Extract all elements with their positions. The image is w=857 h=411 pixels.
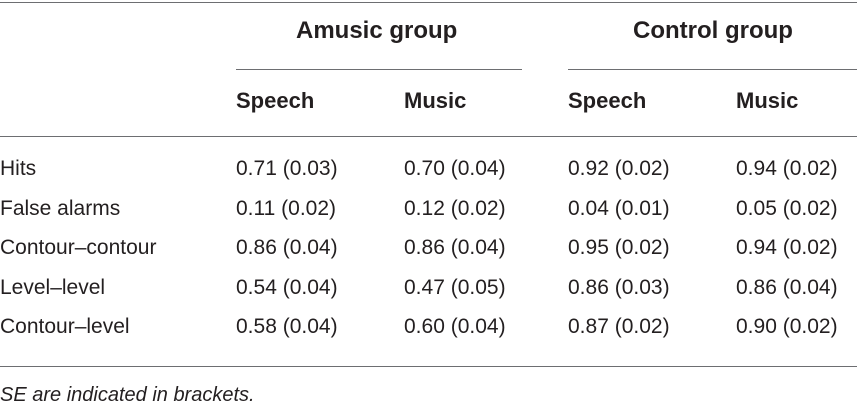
table-cell: 0.12 (0.02) xyxy=(404,197,506,220)
amusic-speech-header: Speech xyxy=(236,88,315,113)
table-cell: 0.86 (0.04) xyxy=(736,276,838,299)
table-cell: 0.90 (0.02) xyxy=(736,315,838,338)
row-label-level-level: Level–level xyxy=(0,276,106,299)
row-label-contour-level: Contour–level xyxy=(0,315,130,338)
row-label-contour-contour: Contour–contour xyxy=(0,236,157,259)
table-cell: 0.70 (0.04) xyxy=(404,157,506,180)
table-cell: 0.54 (0.04) xyxy=(236,276,338,299)
table-cell: 0.86 (0.04) xyxy=(404,236,506,259)
control-speech-header: Speech xyxy=(568,88,647,113)
table-cell: 0.04 (0.01) xyxy=(568,197,670,220)
table-footnote: SE are indicated in brackets. xyxy=(0,384,255,406)
row-label-hits: Hits xyxy=(0,157,37,180)
table-cell: 0.94 (0.02) xyxy=(736,157,838,180)
amusic-group-rule xyxy=(236,69,522,70)
amusic-music-header: Music xyxy=(404,88,467,113)
table-top-rule xyxy=(0,2,857,3)
table-cell: 0.60 (0.04) xyxy=(404,315,506,338)
header-bottom-rule xyxy=(0,136,857,137)
table-cell: 0.05 (0.02) xyxy=(736,197,838,220)
row-label-false-alarms: False alarms xyxy=(0,197,121,220)
table-cell: 0.71 (0.03) xyxy=(236,157,338,180)
control-music-header: Music xyxy=(736,88,799,113)
table-cell: 0.86 (0.03) xyxy=(568,276,670,299)
amusic-group-header: Amusic group xyxy=(296,17,458,44)
table-cell: 0.92 (0.02) xyxy=(568,157,670,180)
table-cell: 0.95 (0.02) xyxy=(568,236,670,259)
control-group-rule xyxy=(568,69,857,70)
table-bottom-rule xyxy=(0,366,857,367)
control-group-header: Control group xyxy=(633,17,793,44)
table-cell: 0.94 (0.02) xyxy=(736,236,838,259)
table-cell: 0.11 (0.02) xyxy=(236,197,337,220)
table-cell: 0.86 (0.04) xyxy=(236,236,338,259)
table-cell: 0.58 (0.04) xyxy=(236,315,338,338)
table-cell: 0.87 (0.02) xyxy=(568,315,670,338)
table-cell: 0.47 (0.05) xyxy=(404,276,506,299)
